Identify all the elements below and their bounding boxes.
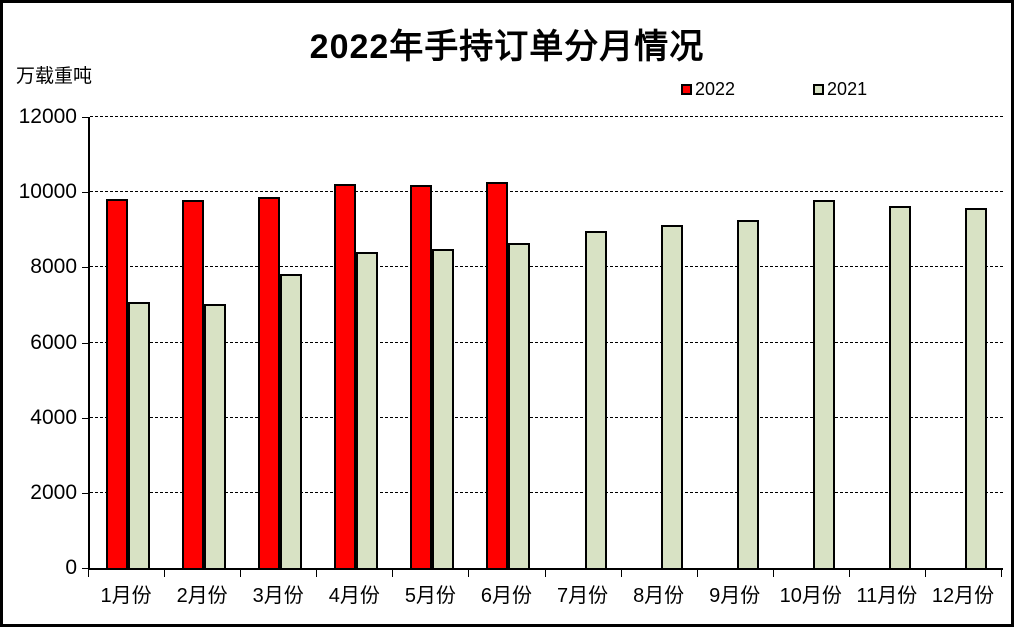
legend-swatch-2022-icon	[681, 84, 692, 95]
gridline-12000	[90, 116, 1003, 117]
y-axis-tick-label: 12000	[18, 105, 77, 128]
x-axis-tick-mark	[392, 570, 394, 577]
x-axis-tick-mark	[696, 570, 698, 577]
x-axis-label: 9月份	[709, 585, 761, 607]
bar-2021-m3	[280, 274, 303, 568]
x-axis-tick-mark	[924, 570, 926, 577]
gridline-6000	[90, 341, 1003, 343]
y-axis-tick-label: 0	[65, 556, 77, 579]
gridline-10000	[90, 191, 1003, 193]
y-axis-tick-label: 6000	[30, 330, 77, 354]
y-axis-tick-mark	[82, 267, 88, 269]
x-axis-tick-mark	[544, 570, 546, 577]
x-axis-label: 3月份	[252, 585, 304, 607]
y-axis-tick-label: 10000	[18, 180, 77, 204]
gridline-8000	[90, 266, 1003, 268]
legend-label-2021: 2021	[827, 79, 868, 99]
bar-2021-m8	[660, 224, 683, 568]
bar-2021-m10	[812, 199, 835, 568]
x-axis-label: 12月份	[931, 585, 995, 607]
bar-2022-m1	[106, 198, 129, 568]
x-axis-label: 2月份	[176, 585, 228, 607]
x-axis-label: 6月份	[480, 585, 533, 607]
y-axis-tick-mark	[82, 342, 88, 344]
bar-2021-m6	[508, 242, 531, 568]
y-axis-tick-mark	[82, 417, 88, 419]
x-axis-tick-mark	[468, 570, 470, 577]
legend-label-2022: 2022	[695, 79, 736, 99]
x-axis-tick-mark	[240, 570, 242, 577]
x-axis-tick-mark	[316, 570, 318, 577]
x-axis-label: 4月份	[328, 585, 380, 607]
bar-2021-m2	[204, 303, 227, 568]
x-axis-label: 10月份	[779, 585, 842, 607]
x-axis-label: 5月份	[404, 585, 456, 607]
x-axis-label: 7月份	[556, 585, 609, 607]
legend: 2022 2021	[681, 79, 867, 100]
chart-title: 2022年手持订单分月情况	[309, 28, 705, 66]
y-axis-tick-mark	[82, 492, 88, 494]
x-axis-tick-mark	[620, 570, 622, 577]
gridline-4000	[90, 416, 1003, 418]
legend-swatch-2021-icon	[813, 84, 825, 95]
y-axis-unit-label: 万载重吨	[16, 66, 93, 87]
bar-2022-m3	[258, 196, 281, 568]
x-axis-tick-mark	[848, 570, 850, 577]
x-axis-tick-mark	[772, 570, 774, 577]
x-axis-label: 1月份	[100, 585, 152, 607]
bar-2021-m5	[432, 248, 455, 568]
y-axis-tick-label: 8000	[30, 255, 77, 279]
y-axis-tick-mark	[82, 568, 88, 569]
gridline-2000	[90, 491, 1003, 493]
bar-2021-m11	[888, 206, 911, 568]
y-axis-tick-mark	[82, 117, 88, 118]
bar-2021-m12	[964, 207, 987, 568]
bar-2022-m4	[334, 183, 357, 568]
bar-2022-m5	[410, 184, 433, 568]
y-axis-tick-mark	[82, 192, 88, 194]
bar-2021-m1	[128, 301, 151, 568]
x-axis-tick-mark	[1001, 570, 1002, 577]
plot-area	[88, 116, 1003, 570]
x-axis-tick-mark	[88, 570, 89, 577]
legend-item-2022: 2022	[681, 79, 735, 100]
y-axis-tick-label: 2000	[30, 480, 77, 504]
x-axis-tick-mark	[164, 570, 166, 577]
x-axis-label: 11月份	[856, 585, 918, 607]
bar-2021-m9	[736, 220, 759, 568]
bar-2022-m2	[182, 200, 205, 568]
x-axis-label: 8月份	[633, 585, 685, 607]
legend-item-2021: 2021	[813, 79, 867, 100]
bar-2021-m7	[584, 231, 607, 568]
bar-2022-m6	[486, 181, 509, 568]
y-axis-tick-label: 4000	[30, 405, 77, 429]
bar-2021-m4	[356, 251, 379, 568]
